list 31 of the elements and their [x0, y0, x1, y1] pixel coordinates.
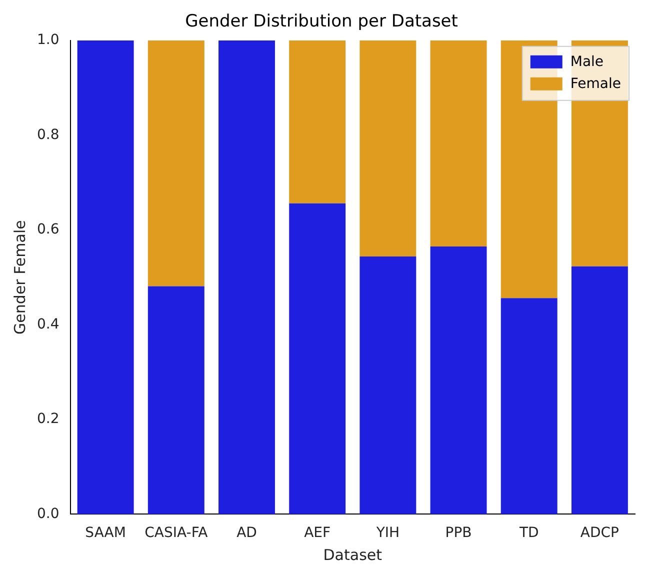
y-tick-label: 0.8 — [37, 126, 60, 143]
x-tick-label: AEF — [304, 525, 331, 542]
bar — [571, 266, 628, 514]
legend-label: Female — [570, 76, 622, 92]
y-axis-title: Gender Female — [10, 220, 29, 334]
x-tick-label: SAAM — [85, 525, 126, 542]
x-tick-label: ADCP — [580, 525, 619, 542]
legend-label: Male — [570, 54, 604, 70]
bar — [148, 286, 204, 514]
bar — [430, 40, 487, 247]
y-tick-label: 0.2 — [37, 411, 60, 428]
bar — [148, 40, 204, 286]
bar — [289, 203, 346, 514]
bar — [289, 40, 346, 204]
x-tick-label: TD — [518, 525, 539, 542]
bar — [430, 246, 487, 514]
bar — [360, 256, 416, 514]
y-tick-label: 0.4 — [37, 316, 60, 332]
x-tick-label: CASIA-FA — [144, 525, 208, 542]
x-tick-label: AD — [236, 525, 257, 542]
x-tick-label: PPB — [445, 525, 472, 542]
bar — [500, 298, 558, 514]
y-tick-label: 1.0 — [37, 32, 60, 48]
y-tick-label: 0.0 — [37, 506, 60, 522]
bar — [218, 40, 275, 514]
x-axis-title: Dataset — [323, 546, 382, 564]
y-tick-label: 0.6 — [37, 222, 60, 238]
bar — [77, 40, 134, 514]
x-tick-label: YIH — [375, 525, 400, 542]
chart-title: Gender Distribution per Dataset — [185, 12, 458, 32]
bar — [360, 40, 416, 256]
